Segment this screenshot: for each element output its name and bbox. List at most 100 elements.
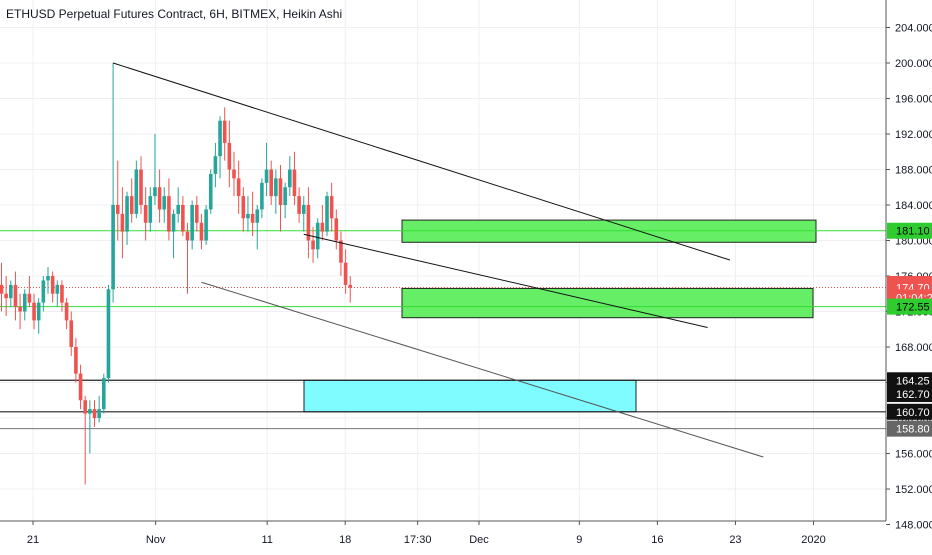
- x-tick-label: 9: [576, 534, 582, 546]
- candle: [339, 240, 343, 263]
- chart-title: ETHUSD Perpetual Futures Contract, 6H, B…: [6, 7, 343, 21]
- candle: [255, 209, 260, 223]
- trend-line: [112, 62, 731, 261]
- candle: [64, 302, 69, 321]
- candle: [306, 205, 311, 241]
- x-tick-label: 18: [339, 534, 351, 546]
- candle: [36, 302, 41, 321]
- y-tick-label: 192.000: [895, 129, 932, 141]
- price-tag: [887, 372, 932, 389]
- candle: [288, 169, 292, 188]
- candle: [315, 222, 320, 250]
- candle: [176, 205, 180, 214]
- candle: [283, 187, 287, 205]
- candle: [120, 213, 125, 232]
- candle: [241, 196, 246, 219]
- candle: [13, 284, 18, 308]
- candle: [55, 284, 60, 294]
- candle: [27, 293, 32, 303]
- candle: [250, 213, 255, 223]
- y-tick-label: 188.000: [895, 165, 932, 177]
- candle: [92, 409, 97, 418]
- candle: [102, 378, 106, 410]
- candle: [74, 347, 78, 374]
- price-tag-label: 160.70: [896, 407, 930, 419]
- candle: [157, 187, 162, 210]
- candle: [264, 169, 269, 183]
- y-tick-label: 200.000: [895, 58, 932, 70]
- candle: [185, 231, 190, 241]
- candle: [9, 284, 13, 299]
- candle: [115, 205, 120, 214]
- candle: [83, 400, 87, 414]
- x-tick-label: 21: [27, 534, 39, 546]
- candle: [311, 240, 315, 250]
- price-tag-label: 172.55: [896, 302, 930, 314]
- candle: [320, 222, 325, 232]
- candle: [162, 196, 167, 210]
- candle: [153, 187, 157, 197]
- candle: [269, 169, 273, 197]
- candle: [22, 293, 27, 312]
- candle: [46, 276, 50, 281]
- candle: [111, 205, 115, 290]
- candle: [334, 218, 339, 241]
- candle: [329, 196, 334, 219]
- y-tick-label: 184.000: [895, 200, 932, 212]
- price-labels: 181.10175.10174.7001:04:29172.55164.2516…: [887, 222, 932, 437]
- x-tick-label: 23: [729, 534, 741, 546]
- x-tick-label: 2020: [801, 534, 825, 546]
- candle: [50, 276, 55, 294]
- price-tag-label: 164.25: [896, 375, 930, 387]
- candle: [129, 196, 134, 214]
- candle: [236, 178, 241, 197]
- price-tag: [887, 222, 932, 239]
- trend-line: [303, 233, 708, 328]
- candle: [204, 209, 208, 241]
- price-tag: [887, 386, 932, 403]
- time-axis-bg: [0, 521, 932, 550]
- candle: [218, 120, 222, 157]
- candle: [208, 173, 213, 210]
- candle: [32, 302, 36, 321]
- candle: [106, 289, 111, 379]
- candle: [232, 169, 236, 179]
- candle: [278, 178, 283, 205]
- candle: [139, 169, 143, 205]
- candle: [274, 178, 278, 197]
- candle: [148, 196, 153, 223]
- candle: [297, 196, 301, 214]
- trend-line: [201, 281, 764, 458]
- price-axis-bg: [886, 0, 932, 550]
- candle: [143, 205, 148, 223]
- candle: [69, 320, 74, 347]
- candle: [343, 262, 348, 285]
- y-tick-label: 152.000: [895, 484, 932, 496]
- x-tick-label: Nov: [146, 534, 166, 546]
- y-tick-label: 204.000: [895, 23, 932, 35]
- candle: [88, 409, 92, 414]
- candle: [97, 409, 101, 418]
- x-tick-label: 16: [651, 534, 663, 546]
- zone-cyan: [303, 379, 637, 413]
- candle: [78, 373, 83, 401]
- grid: [0, 0, 886, 521]
- x-tick-label: Dec: [469, 534, 489, 546]
- candle: [292, 169, 297, 197]
- candle: [199, 222, 204, 241]
- candle: [181, 205, 185, 232]
- candle: [246, 213, 250, 219]
- candle: [325, 196, 329, 232]
- candle: [260, 182, 264, 210]
- price-tag-label: 158.80: [896, 424, 930, 436]
- price-tag: [887, 298, 932, 315]
- x-tick-label: 17:30: [404, 534, 432, 546]
- x-tick-label: 11: [261, 534, 272, 546]
- y-tick-label: 196.000: [895, 94, 932, 106]
- candle: [0, 284, 4, 294]
- candle: [348, 284, 353, 288]
- candle: [227, 142, 232, 170]
- candle: [4, 293, 8, 299]
